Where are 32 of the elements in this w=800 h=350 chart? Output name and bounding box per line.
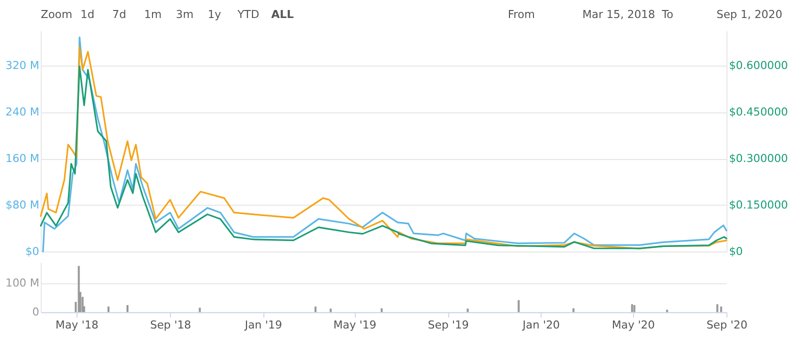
y-tick-label: 0 — [32, 306, 40, 319]
y-tick-label: 100 M — [6, 276, 40, 290]
x-tick-label: Sep '19 — [428, 318, 469, 332]
y2-tick-label: $0 — [728, 244, 743, 258]
y2-tick-label: $0.150000 — [728, 198, 788, 212]
y2-tick-label: $0.600000 — [728, 59, 788, 72]
y2-tick-label: $0.300000 — [728, 152, 788, 166]
text: 7d — [112, 8, 126, 21]
x-tick-label: May '18 — [56, 318, 99, 332]
text: 3m — [176, 8, 194, 21]
y-tick-label: 240 M — [6, 106, 40, 119]
text: 1d — [80, 8, 94, 21]
text: Sep 1, 2020 — [716, 8, 782, 21]
text: ALL — [271, 8, 294, 21]
text: YTD — [236, 8, 260, 21]
y-tick-label: 320 M — [6, 59, 40, 72]
text: 1y — [208, 8, 222, 21]
text: Zoom — [40, 8, 72, 21]
text: From — [508, 8, 535, 21]
x-tick-label: May '19 — [333, 318, 376, 332]
x-tick-label: Sep '18 — [150, 318, 192, 332]
text: To — [660, 8, 674, 21]
x-tick-label: May '20 — [612, 318, 655, 332]
y-tick-label: $0 — [25, 244, 40, 258]
x-tick-label: Jan '19 — [244, 318, 282, 332]
text: 1m — [144, 8, 162, 21]
text: Mar 15, 2018 — [582, 8, 656, 21]
y2-tick-label: $0.450000 — [728, 106, 788, 119]
y-tick-label: $80 M — [6, 198, 40, 212]
x-tick-label: Sep '20 — [706, 318, 748, 332]
y-tick-label: 160 M — [6, 152, 40, 166]
x-tick-label: Jan '20 — [522, 318, 560, 332]
